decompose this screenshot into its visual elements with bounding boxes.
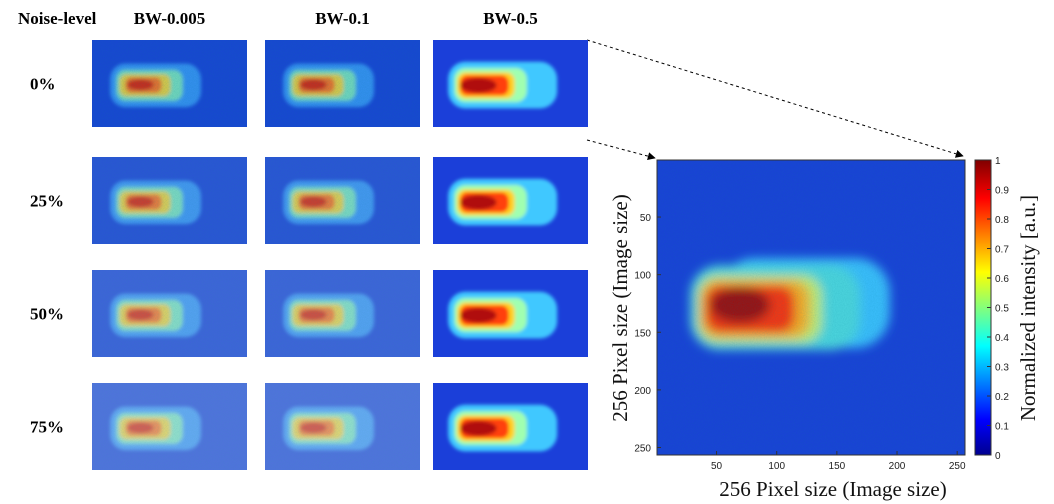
- colorbar-tick-label: 0.5: [995, 304, 1009, 315]
- colorbar-tick-label: 0.7: [995, 245, 1009, 256]
- column-title: BW-0.5: [483, 9, 538, 28]
- sample-image: [92, 157, 247, 244]
- colorbar-label: Normalized intensity [a.u.]: [1016, 195, 1040, 421]
- colorbar-tick-label: 0.4: [995, 333, 1009, 344]
- y-tick-label: 250: [634, 444, 651, 455]
- detail-image: [656, 159, 966, 456]
- sample-image: [433, 40, 588, 127]
- column-header: Noise-level: [18, 9, 97, 28]
- row-label: 75%: [30, 418, 64, 437]
- row-label: 25%: [30, 192, 64, 211]
- sample-image: [92, 270, 247, 357]
- row-label: 0%: [30, 75, 56, 94]
- sample-image: [265, 40, 420, 127]
- x-axis-label: 256 Pixel size (Image size): [719, 477, 946, 501]
- x-tick-label: 250: [949, 461, 966, 472]
- column-title: BW-0.005: [134, 9, 206, 28]
- y-tick-label: 50: [640, 213, 652, 224]
- zoom-line: [586, 39, 964, 158]
- x-tick-label: 200: [889, 461, 906, 472]
- y-axis-label: 256 Pixel size (Image size): [608, 194, 632, 421]
- sample-image: [265, 270, 420, 357]
- colorbar-tick-label: 0.9: [995, 186, 1009, 197]
- sample-image: [265, 157, 420, 244]
- sample-image: [433, 157, 588, 244]
- x-tick-label: 100: [768, 461, 785, 472]
- sample-image: [92, 383, 247, 470]
- colorbar-tick-label: 0: [995, 451, 1001, 462]
- sample-image: [265, 383, 420, 470]
- sample-image: [433, 383, 588, 470]
- column-title: BW-0.1: [315, 9, 370, 28]
- sample-image: [92, 40, 247, 127]
- zoom-line: [586, 139, 656, 161]
- colorbar-tick-label: 1: [995, 156, 1001, 167]
- x-tick-label: 50: [711, 461, 723, 472]
- y-tick-label: 200: [634, 386, 651, 397]
- colorbar-tick-label: 0.6: [995, 274, 1009, 285]
- colorbar-tick-label: 0.2: [995, 392, 1009, 403]
- sample-image: [433, 270, 588, 357]
- colorbar-tick-label: 0.3: [995, 363, 1009, 374]
- x-tick-label: 150: [829, 461, 846, 472]
- colorbar-tick-label: 0.8: [995, 215, 1009, 226]
- colorbar-tick-label: 0.1: [995, 422, 1009, 433]
- y-tick-label: 150: [634, 328, 651, 339]
- row-label: 50%: [30, 305, 64, 324]
- y-tick-label: 100: [634, 271, 651, 282]
